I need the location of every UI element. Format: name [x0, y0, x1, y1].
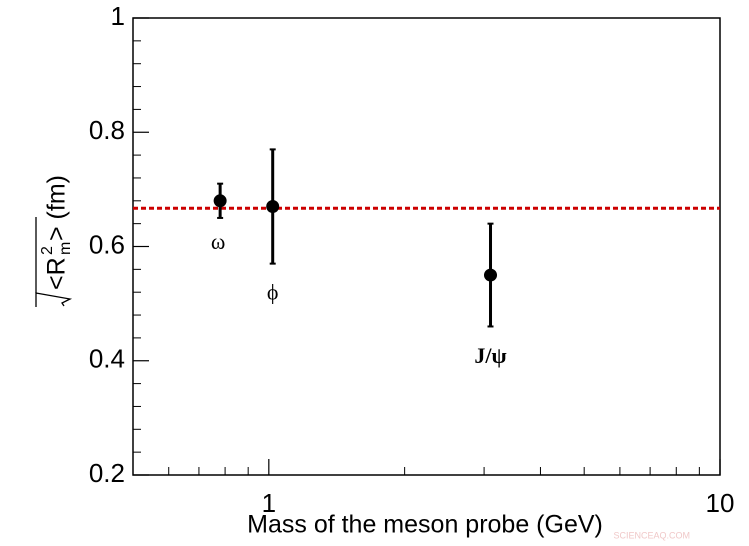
y-tick-label: 0.2	[89, 458, 125, 488]
point-label: ϕ	[267, 280, 279, 305]
y-tick-label: 0.4	[89, 344, 125, 374]
y-tick-label: 0.6	[89, 229, 125, 259]
x-axis-title: Mass of the meson probe (GeV)	[247, 511, 603, 539]
y-tick-label: 1	[111, 1, 125, 31]
y-label-close: > (fm)	[43, 175, 71, 241]
y-label-open: <R	[43, 257, 71, 290]
point	[266, 200, 280, 214]
point-label: ω	[211, 229, 225, 254]
x-tick-label: 10	[706, 488, 735, 518]
point-label: J/ψ	[474, 343, 506, 368]
y-tick-label: 0.8	[89, 115, 125, 145]
sqrt-sign	[35, 292, 73, 307]
watermark: SCIENCEAQ.COM	[613, 530, 690, 540]
y-label-sup: 2	[39, 246, 56, 255]
point	[484, 268, 498, 282]
point	[213, 194, 227, 208]
y-axis-title: <R 2 m > (fm)	[35, 175, 74, 307]
y-label-sub: m	[57, 242, 74, 255]
x-tick-label: 1	[262, 488, 276, 518]
